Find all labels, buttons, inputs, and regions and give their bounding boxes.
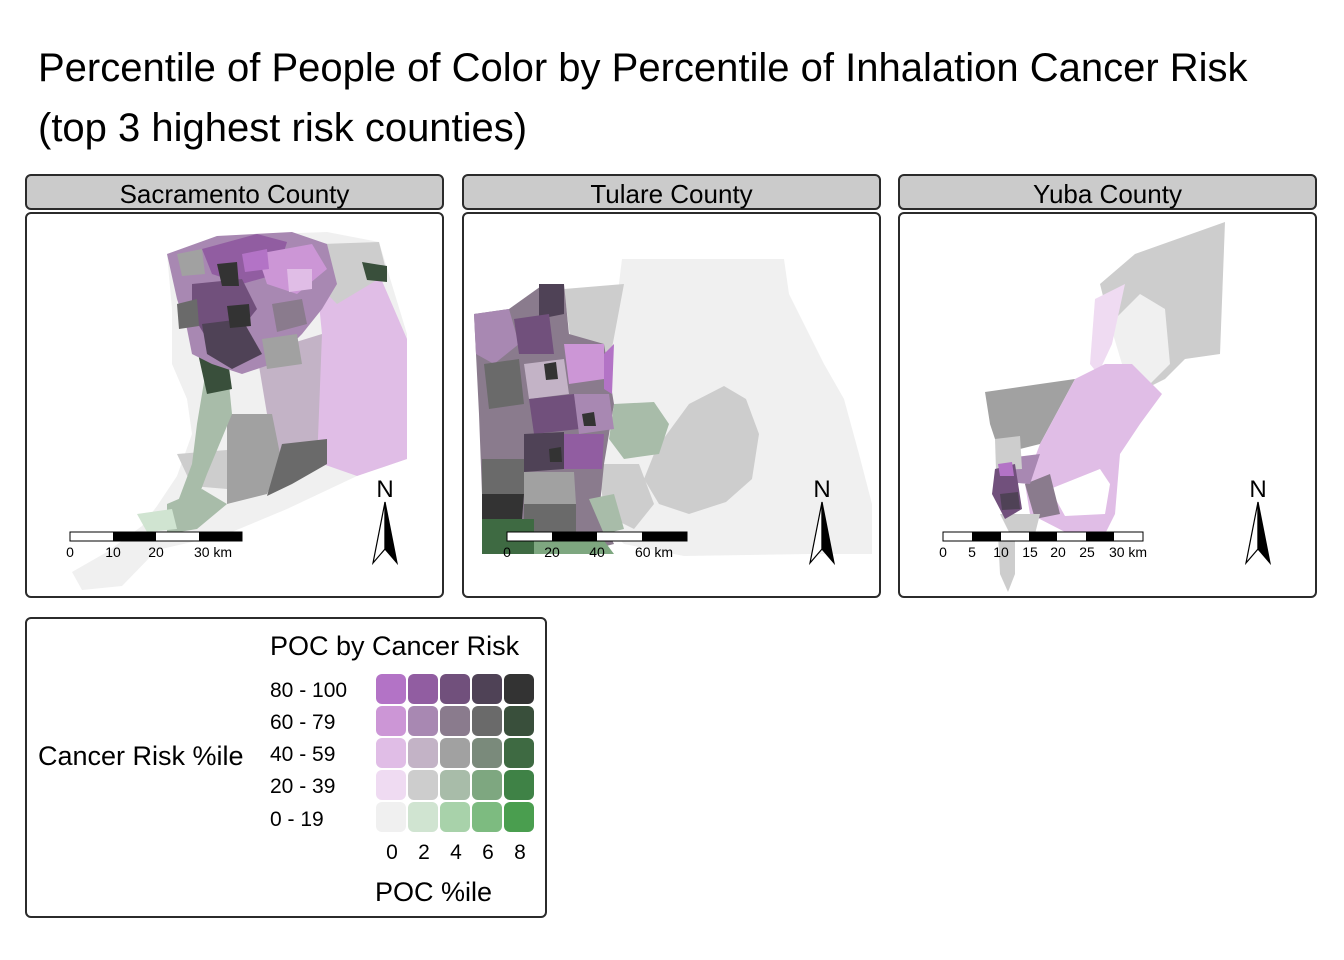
legend-swatch bbox=[408, 802, 438, 832]
legend-swatch bbox=[472, 802, 502, 832]
scalebar-label: 20 bbox=[544, 544, 560, 560]
legend-swatch bbox=[472, 738, 502, 768]
north-arrow-icon bbox=[371, 501, 399, 566]
yuba-county-map: 0 5 10 15 20 25 30 km N bbox=[939, 222, 1272, 592]
legend-col-label: 4 bbox=[450, 841, 462, 864]
legend-row-label: 80 - 100 bbox=[270, 679, 348, 702]
scalebar-label: 0 bbox=[939, 544, 947, 560]
legend-row-label: 40 - 59 bbox=[270, 743, 336, 766]
legend-swatch bbox=[504, 706, 534, 736]
scalebar-label: 60 km bbox=[635, 544, 673, 560]
scalebar-label: 15 bbox=[1022, 544, 1038, 560]
legend-swatch bbox=[440, 674, 470, 704]
legend-swatch bbox=[472, 674, 502, 704]
legend-swatch bbox=[504, 802, 534, 832]
legend-swatch bbox=[504, 770, 534, 800]
legend-col-label: 0 bbox=[386, 841, 398, 864]
scalebar-label: 40 bbox=[589, 544, 605, 560]
legend-x-title: POC %ile bbox=[375, 877, 493, 907]
legend-swatch bbox=[440, 738, 470, 768]
panel-strip-yuba: Yuba County bbox=[898, 174, 1317, 210]
panel-strip-tulare: Tulare County bbox=[462, 174, 881, 210]
legend-col-label: 8 bbox=[514, 841, 526, 864]
legend-swatch bbox=[376, 770, 406, 800]
legend-y-title: Cancer Risk %ile bbox=[38, 741, 244, 771]
scalebar-label: 10 bbox=[993, 544, 1009, 560]
north-label: N bbox=[376, 476, 393, 503]
legend-swatch bbox=[504, 738, 534, 768]
legend-row-label: 60 - 79 bbox=[270, 711, 336, 734]
legend-swatch bbox=[376, 706, 406, 736]
legend-swatch bbox=[504, 674, 534, 704]
scalebar-label: 30 km bbox=[1109, 544, 1147, 560]
legend-swatch bbox=[440, 770, 470, 800]
scalebar-label: 5 bbox=[968, 544, 976, 560]
bivariate-legend: POC by Cancer Risk Cancer Risk %ile 80 -… bbox=[25, 617, 547, 918]
legend-row-label: 0 - 19 bbox=[270, 808, 324, 831]
scalebar-label: 10 bbox=[105, 544, 121, 560]
legend-swatch bbox=[408, 674, 438, 704]
scalebar-label: 20 bbox=[1050, 544, 1066, 560]
scalebar-label: 0 bbox=[66, 544, 74, 560]
legend-swatch bbox=[408, 738, 438, 768]
legend-title: POC by Cancer Risk bbox=[270, 631, 520, 661]
legend-swatch bbox=[376, 738, 406, 768]
legend-swatch bbox=[472, 770, 502, 800]
legend-col-label: 2 bbox=[418, 841, 430, 864]
legend-col-label: 6 bbox=[482, 841, 494, 864]
scalebar-label: 25 bbox=[1079, 544, 1095, 560]
legend-swatch bbox=[376, 802, 406, 832]
scalebar-label: 30 km bbox=[194, 544, 232, 560]
map-panel-sacramento: 0 10 20 30 km N bbox=[25, 212, 444, 598]
north-label: N bbox=[1249, 476, 1266, 503]
legend-swatch bbox=[408, 770, 438, 800]
scalebar-label: 0 bbox=[503, 544, 511, 560]
legend-swatch bbox=[472, 706, 502, 736]
legend-swatch bbox=[408, 706, 438, 736]
legend-row-label: 20 - 39 bbox=[270, 775, 336, 798]
tulare-county-map: 0 20 40 60 km N bbox=[474, 259, 872, 566]
map-title-line-2: (top 3 highest risk counties) bbox=[38, 106, 528, 150]
sacramento-county-map: 0 10 20 30 km N bbox=[66, 232, 407, 590]
north-arrow-icon bbox=[1244, 501, 1272, 566]
legend-swatch bbox=[440, 706, 470, 736]
map-panel-tulare: 0 20 40 60 km N bbox=[462, 212, 881, 598]
map-panel-yuba: 0 5 10 15 20 25 30 km N bbox=[898, 212, 1317, 598]
legend-swatch bbox=[376, 674, 406, 704]
scalebar-label: 20 bbox=[148, 544, 164, 560]
north-arrow-icon bbox=[808, 501, 836, 566]
map-title-line-1: Percentile of People of Color by Percent… bbox=[38, 46, 1248, 90]
panel-strip-sacramento: Sacramento County bbox=[25, 174, 444, 210]
legend-swatch bbox=[440, 802, 470, 832]
north-label: N bbox=[813, 476, 830, 503]
